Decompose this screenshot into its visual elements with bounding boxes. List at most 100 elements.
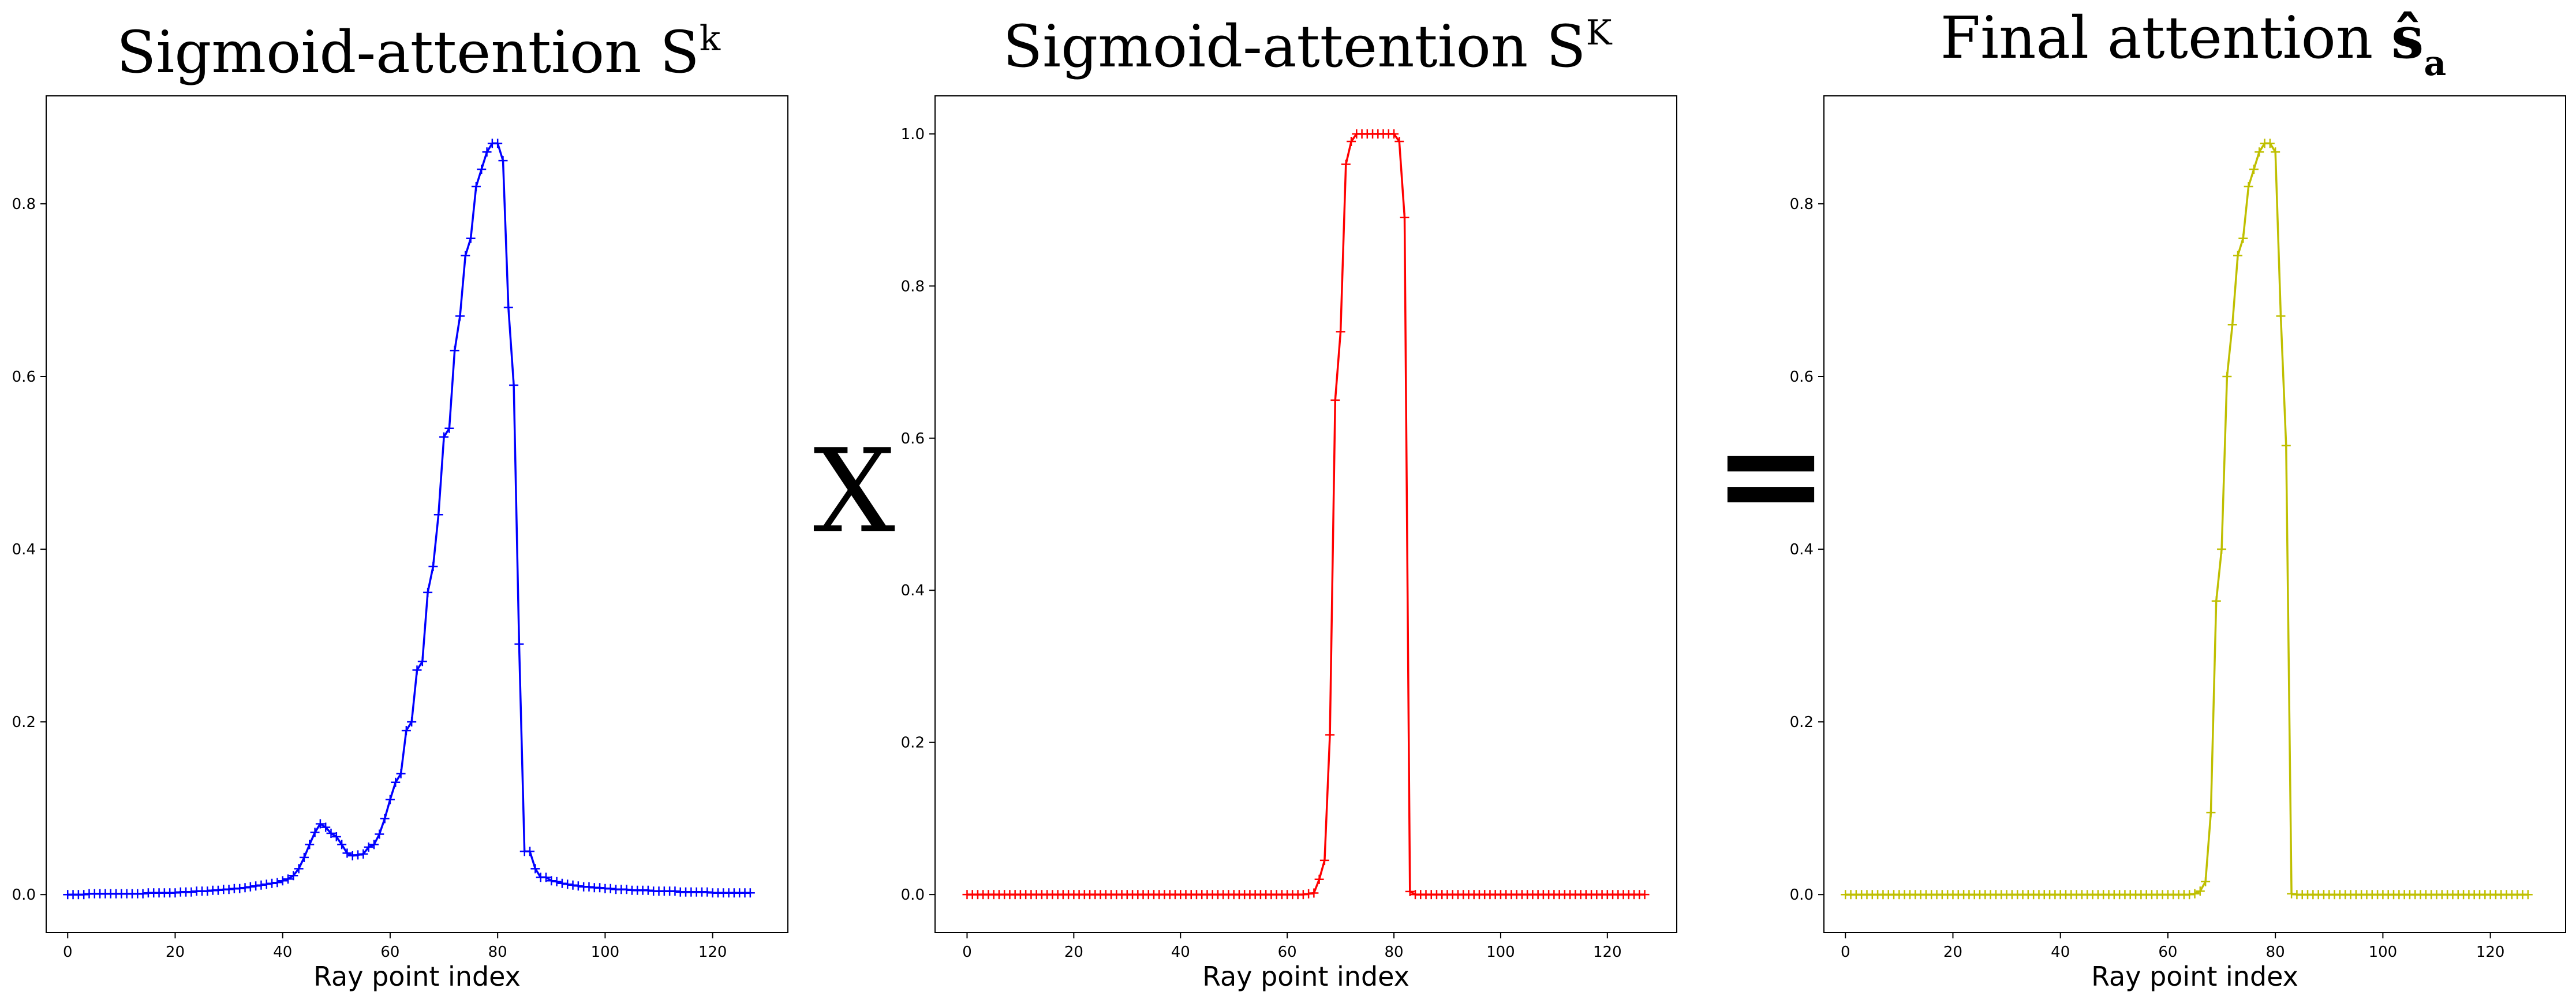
y-tick-label: 0.6 [901,430,925,448]
data-point-marker [380,814,390,823]
data-point-marker [541,873,551,882]
data-point-marker [294,864,304,874]
data-point-marker [2287,889,2297,899]
data-point-marker [79,890,89,900]
data-point-marker [2195,886,2205,896]
data-point-marker [2244,182,2253,192]
data-point-marker [245,882,255,892]
data-point-marker [1325,730,1335,740]
equals-operator: = [1713,393,1829,556]
data-point-marker [702,887,712,897]
x-tick-label: 100 [2369,944,2398,961]
data-point-marker [2255,147,2264,157]
x-tick-label: 120 [1593,944,1622,961]
data-point-marker [2217,545,2227,554]
chart-panel-3: Final attention ŝa 0 20 40 60 80 100 120 0.0 0.2… [1790,3,2566,992]
data-point-marker [439,432,449,442]
y-tick-label: 0.4 [12,541,36,558]
y-tick-label: 0.0 [901,886,925,904]
x-tick-label: 100 [1486,944,1515,961]
data-point-marker [466,233,476,243]
data-point-marker [1309,888,1319,898]
chart-1-plot: 0 20 40 60 80 100 120 0.0 0.2 0.4 0.6 0.8 Ray point … [12,95,788,992]
data-point-marker [547,876,556,886]
data-point-marker [1304,889,1314,899]
data-point-marker [1405,886,1415,896]
data-point-marker [2206,808,2216,818]
data-point-marker [256,880,266,890]
chart-2-plot: 0 20 40 60 80 100 120 0.0 0.2 0.4 0.6 0.8 1.0 Ray poi… [901,95,1677,992]
y-tick-label: 0.2 [901,735,925,752]
chart-1-title: Sigmoid-attention Sk [117,18,721,86]
y-tick-label: 0.4 [1790,541,1814,558]
data-point-marker [573,881,583,891]
data-point-marker [525,847,535,856]
data-point-marker [1400,213,1409,222]
data-point-marker [428,561,438,571]
data-point-marker [251,881,261,891]
data-point-marker [2281,441,2291,450]
y-tick-label: 0.2 [1790,714,1814,731]
y-tick-label: 0.4 [901,582,925,599]
data-point-marker [2523,890,2533,900]
data-point-marker [2271,147,2280,157]
data-point-marker [2265,139,2275,148]
data-point-marker [423,587,433,597]
chart-panel-2: Sigmoid-attention SK 0 20 40 60 80 100 1200.00… [901,13,1677,992]
data-point-marker [240,883,250,893]
data-point-marker [622,885,631,894]
x-tick-label: 0 [63,944,73,961]
data-point-marker [461,251,470,260]
y-tick-label: 0.0 [12,886,36,904]
data-point-marker [369,840,379,849]
data-point-marker [455,311,465,321]
data-point-marker [450,346,459,356]
data-point-marker [396,769,406,778]
data-point-marker [1389,129,1399,139]
data-point-marker [509,380,519,390]
plot-frame [46,95,788,933]
data-point-marker [2233,251,2242,260]
data-point-marker [493,139,503,148]
x-tick-label: 40 [1171,944,1190,961]
data-point-marker [310,827,320,837]
y-tick-label: 0.6 [12,368,36,386]
data-point-marker [1394,137,1404,147]
data-point-marker [331,832,341,842]
data-point-marker [203,886,212,896]
data-point-marker [568,880,578,890]
data-point-marker [605,884,615,893]
data-point-marker [358,849,368,859]
data-point-marker [2211,596,2221,606]
x-tick-label: 0 [1841,944,1850,961]
data-point-marker [417,657,427,666]
data-point-marker [342,848,352,858]
plot-frame [934,95,1677,933]
x-tick-label: 60 [380,944,399,961]
data-point-marker [364,842,373,852]
x-tick-label: 40 [2051,944,2070,961]
data-point-marker [643,885,653,895]
data-point-marker [498,156,508,166]
x-axis-label: Ray point index [1202,961,1409,992]
data-point-marker [557,878,567,888]
data-point-marker [1341,159,1351,169]
data-point-marker [563,879,573,889]
data-point-marker [584,882,594,892]
data-point-marker [503,303,513,312]
data-point-marker [2249,165,2259,174]
data-point-marker [2222,371,2232,381]
x-tick-label: 60 [2158,944,2177,961]
data-point-marker [745,888,755,898]
y-tick-label: 0.8 [901,278,925,295]
y-tick-label: 0.0 [1790,886,1814,904]
data-point-marker [353,850,363,860]
data-point-marker [407,717,417,727]
y-tick-label: 0.2 [12,714,36,731]
data-point-marker [595,883,605,893]
data-point-marker [272,878,282,888]
x-tick-label: 20 [1943,944,1962,961]
chart-3-plot: 0 20 40 60 80 100 120 0.0 0.2 0.4 0.6 0.8 Ray point … [1790,95,2566,992]
data-point-marker [337,840,347,849]
x-tick-label: 20 [166,944,185,961]
